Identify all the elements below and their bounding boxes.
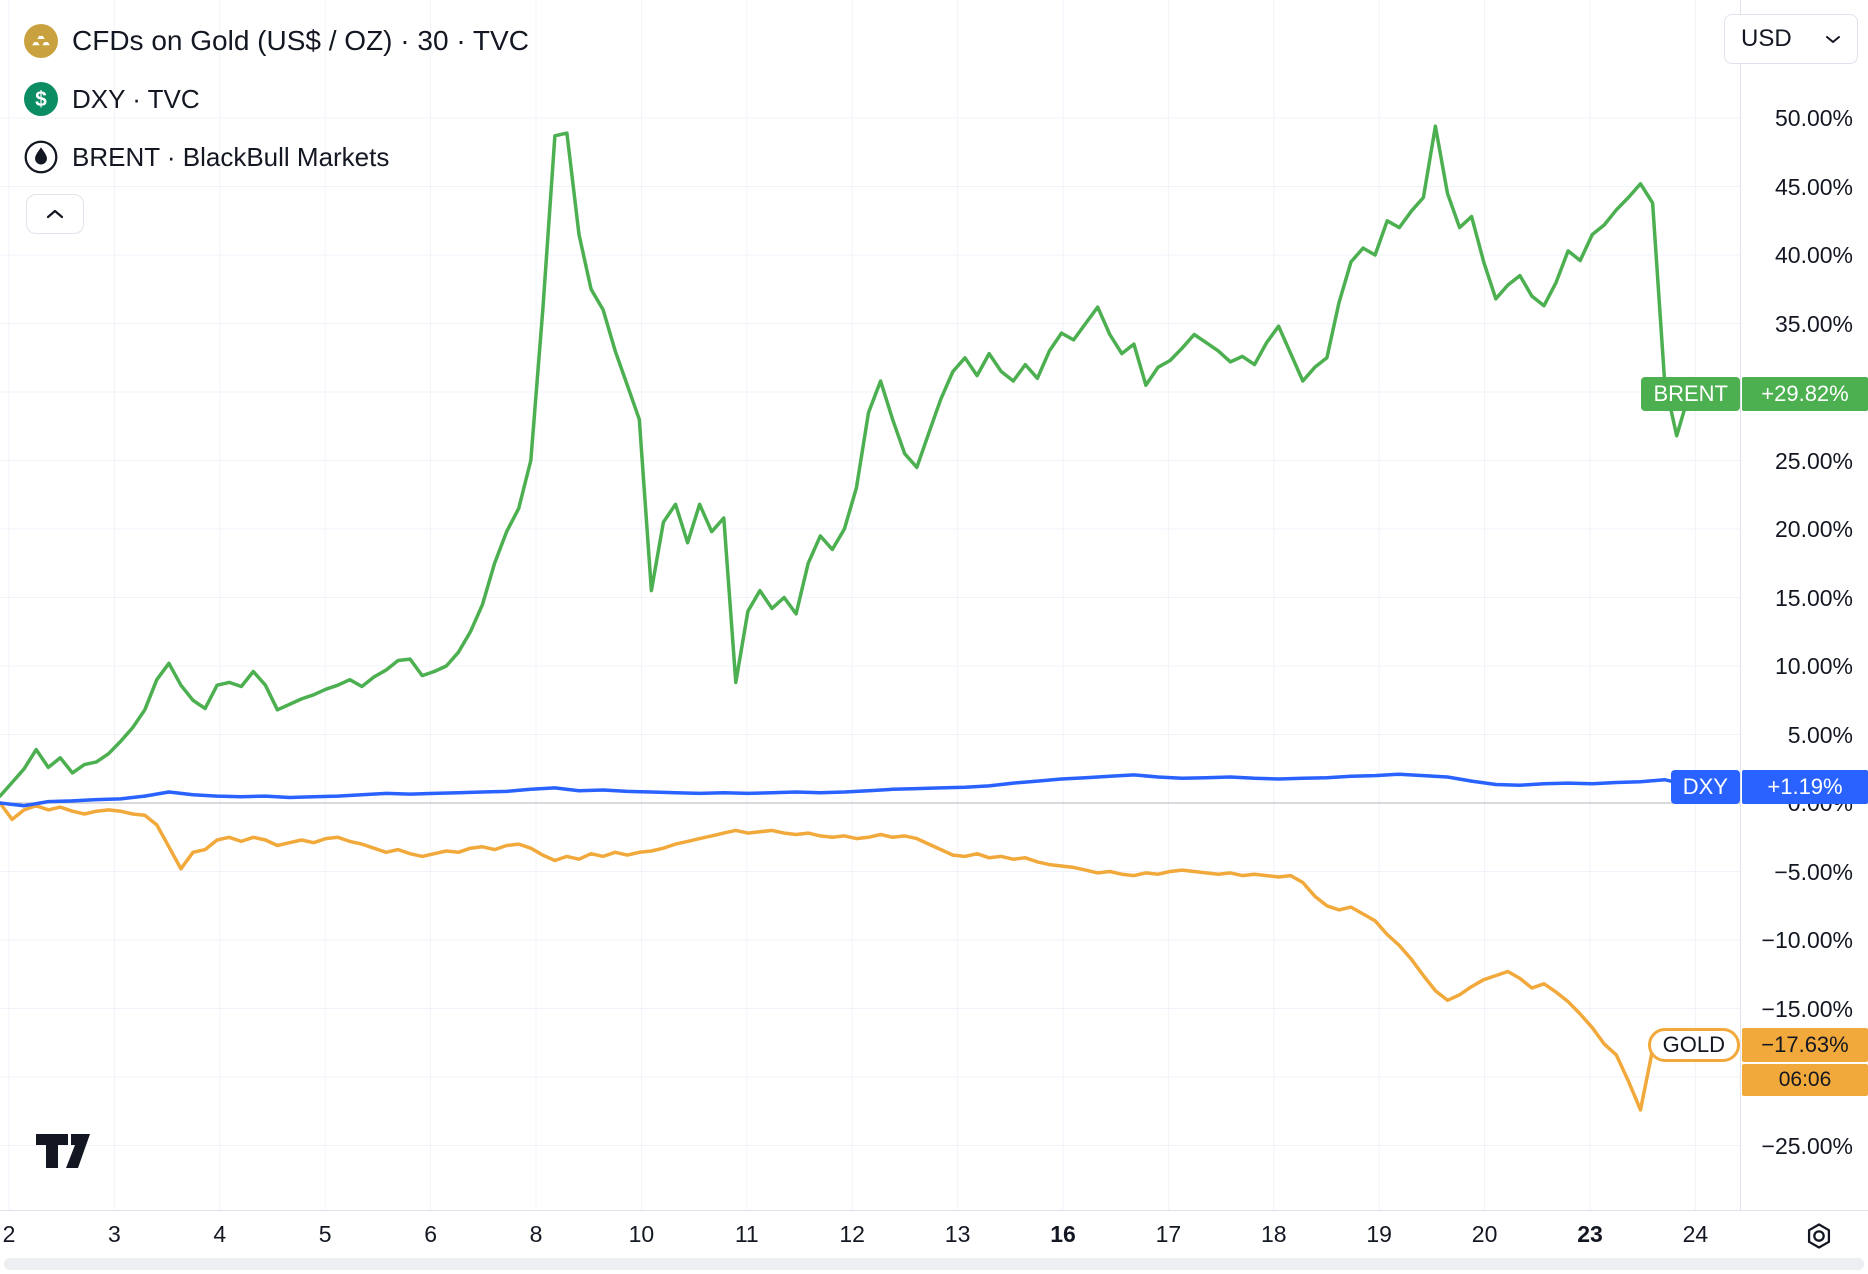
price-axis-label: −25.00% [1761,1132,1853,1159]
chevron-down-icon [1826,35,1840,43]
price-axis-label: 20.00% [1774,516,1853,542]
time-axis-label: 23 [1577,1221,1603,1247]
settings-button[interactable] [1800,1218,1838,1256]
time-axis-label: 4 [213,1221,227,1247]
price-axis-label: 10.00% [1774,653,1853,679]
time-axis-label: 18 [1261,1221,1287,1247]
time-axis-label: 24 [1682,1221,1709,1247]
plot-svg[interactable] [0,0,1740,1210]
time-axis-label: 16 [1050,1221,1076,1247]
legend-collapse-button[interactable] [26,194,84,234]
oil-drop-icon [24,140,58,174]
price-axis-label: 15.00% [1774,584,1853,611]
price-axis-label: −15.00% [1761,995,1853,1022]
price-axis-label: 45.00% [1774,173,1853,200]
chevron-up-icon [46,209,64,219]
gold-bars-icon [24,24,58,58]
time-axis[interactable]: 2 3 4 5 6 8 10 11 12 13 16 17 18 19 20 23 24 [0,1210,1868,1257]
series-line-brent [0,124,1739,798]
time-axis-label: 20 [1471,1221,1498,1247]
time-axis-label: 10 [628,1221,655,1247]
price-axis-label: −5.00% [1774,858,1853,885]
price-axis-label: 25.00% [1774,447,1853,474]
currency-value: USD [1741,25,1792,52]
legend-item-dxy[interactable]: $ DXY · TVC [24,70,529,128]
price-axis-label: 5.00% [1787,721,1853,748]
currency-selector[interactable]: USD [1724,14,1858,64]
time-axis-label: 3 [107,1221,121,1247]
bottom-scrollbar[interactable] [4,1258,1864,1270]
time-axis-label: 8 [529,1221,543,1247]
price-axis-label: 40.00% [1774,242,1853,268]
time-axis-label: 5 [318,1221,332,1247]
time-axis-label: 12 [839,1221,865,1247]
price-axis[interactable]: 50.00% 45.00% 40.00% 35.00% 25.00% 20.00% 15.0… [1740,0,1868,1210]
series-line-gold [0,801,1739,1112]
price-axis-label: 35.00% [1774,310,1853,337]
chart-plot-area[interactable] [0,0,1740,1210]
time-axis-label: 11 [734,1221,759,1247]
settings-icon [1807,1223,1831,1249]
tradingview-logo[interactable] [34,1128,92,1174]
legend-label-brent: BRENT · BlackBull Markets [72,141,390,172]
legend-label-gold: CFDs on Gold (US$ / OZ) · 30 · TVC [72,25,529,56]
price-axis-label: −10.00% [1761,927,1853,953]
time-axis-label: 19 [1366,1221,1392,1247]
legend-label-dxy: DXY · TVC [72,83,200,114]
legend: CFDs on Gold (US$ / OZ) · 30 · TVC $ DXY… [24,12,529,234]
dollar-circle-icon: $ [24,82,58,116]
legend-item-brent[interactable]: BRENT · BlackBull Markets [24,128,529,186]
dollar-glyph: $ [35,87,47,111]
legend-item-gold[interactable]: CFDs on Gold (US$ / OZ) · 30 · TVC [24,12,529,70]
time-axis-label: 17 [1155,1221,1182,1247]
series-line-dxy [0,772,1739,808]
time-axis-label: 6 [424,1221,437,1247]
time-axis-label: 13 [944,1221,971,1247]
price-axis-label: 50.00% [1774,105,1853,131]
time-axis-label: 2 [2,1221,16,1247]
price-axis-label: 0.00% [1787,790,1853,816]
